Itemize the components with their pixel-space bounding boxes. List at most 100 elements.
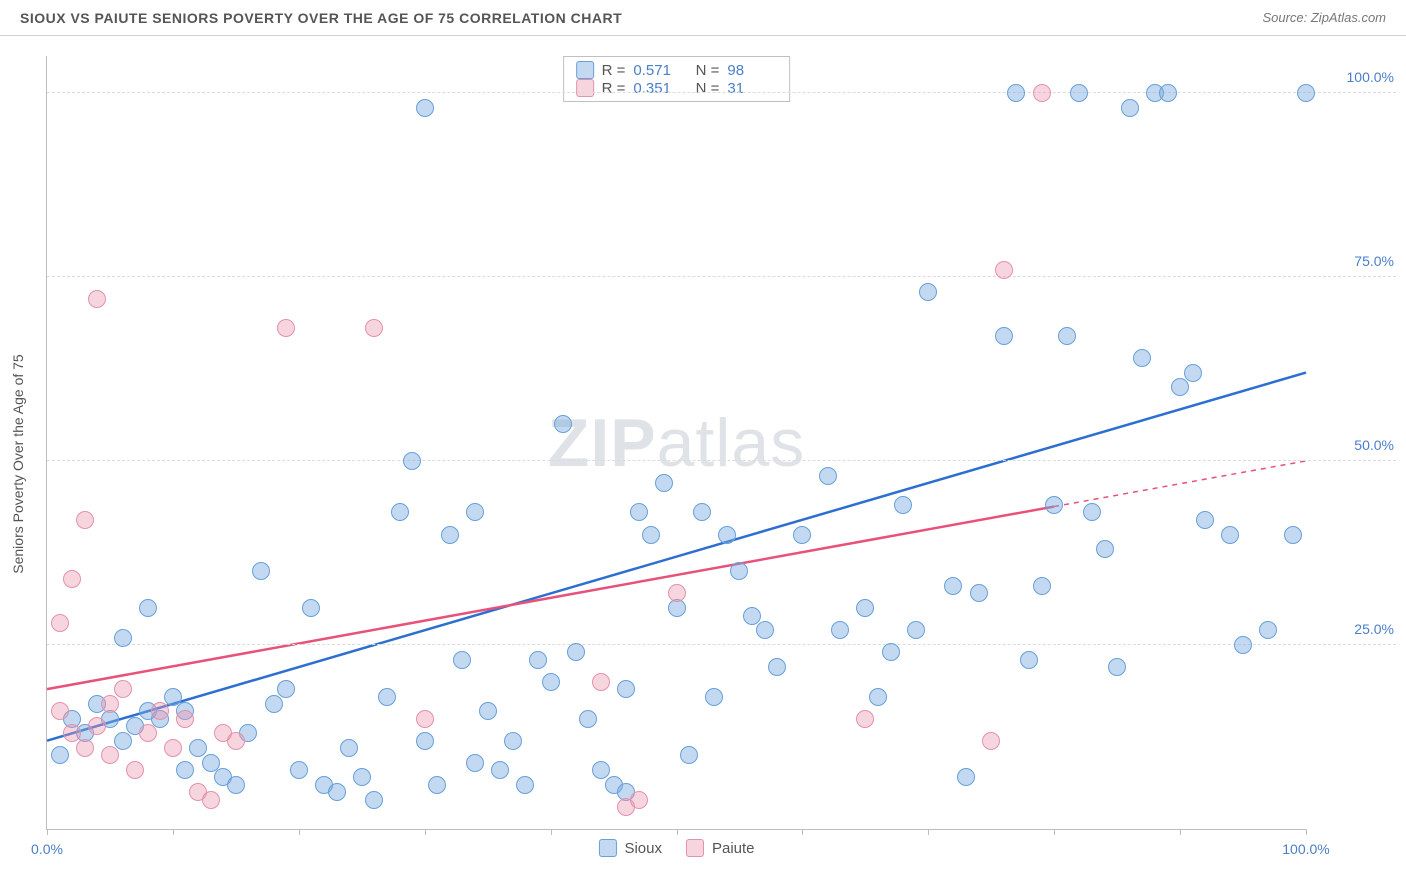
x-tick (47, 829, 48, 835)
legend-label: Paiute (712, 840, 755, 857)
data-point-sioux (592, 761, 610, 779)
data-point-paiute (101, 746, 119, 764)
data-point-sioux (1196, 511, 1214, 529)
data-point-sioux (743, 607, 761, 625)
data-point-paiute (982, 732, 1000, 750)
data-point-sioux (1045, 496, 1063, 514)
data-point-sioux (907, 621, 925, 639)
r-value: 0.571 (633, 62, 683, 79)
swatch-sioux (576, 61, 594, 79)
data-point-sioux (1159, 84, 1177, 102)
data-point-sioux (277, 680, 295, 698)
data-point-sioux (1133, 349, 1151, 367)
legend-swatch-paiute (686, 839, 704, 857)
data-point-sioux (542, 673, 560, 691)
data-point-sioux (642, 526, 660, 544)
x-tick-label: 0.0% (31, 841, 63, 857)
data-point-sioux (630, 503, 648, 521)
data-point-sioux (479, 702, 497, 720)
data-point-sioux (139, 599, 157, 617)
data-point-sioux (1096, 540, 1114, 558)
regression-line-sioux (47, 373, 1306, 741)
data-point-sioux (1070, 84, 1088, 102)
data-point-sioux (504, 732, 522, 750)
data-point-sioux (768, 658, 786, 676)
data-point-sioux (114, 732, 132, 750)
r-label: R = (602, 62, 626, 79)
data-point-paiute (416, 710, 434, 728)
source-label: Source: ZipAtlas.com (1262, 10, 1386, 25)
data-point-paiute (176, 710, 194, 728)
y-tick-label: 50.0% (1354, 437, 1394, 453)
data-point-sioux (617, 680, 635, 698)
legend: Sioux Paiute (598, 839, 754, 857)
data-point-sioux (51, 746, 69, 764)
data-point-sioux (529, 651, 547, 669)
data-point-sioux (290, 761, 308, 779)
data-point-paiute (995, 261, 1013, 279)
data-point-sioux (1184, 364, 1202, 382)
data-point-paiute (76, 511, 94, 529)
data-point-sioux (416, 732, 434, 750)
y-tick-label: 25.0% (1354, 621, 1394, 637)
data-point-sioux (1083, 503, 1101, 521)
data-point-sioux (302, 599, 320, 617)
x-tick (173, 829, 174, 835)
data-point-paiute (164, 739, 182, 757)
regression-stat-sioux: R = 0.571 N = 98 (576, 61, 778, 79)
r-value: 0.351 (633, 80, 683, 97)
data-point-sioux (705, 688, 723, 706)
swatch-paiute (576, 79, 594, 97)
data-point-paiute (63, 724, 81, 742)
data-point-sioux (856, 599, 874, 617)
data-point-sioux (1259, 621, 1277, 639)
legend-item-paiute: Paiute (686, 839, 755, 857)
x-tick (425, 829, 426, 835)
data-point-sioux (265, 695, 283, 713)
data-point-paiute (51, 614, 69, 632)
data-point-sioux (1234, 636, 1252, 654)
x-tick (551, 829, 552, 835)
data-point-paiute (51, 702, 69, 720)
gridline (47, 644, 1396, 645)
data-point-sioux (403, 452, 421, 470)
data-point-sioux (554, 415, 572, 433)
data-point-sioux (730, 562, 748, 580)
n-value: 31 (727, 80, 777, 97)
data-point-sioux (189, 739, 207, 757)
data-point-sioux (353, 768, 371, 786)
r-label: R = (602, 80, 626, 97)
legend-swatch-sioux (598, 839, 616, 857)
x-tick (299, 829, 300, 835)
data-point-sioux (793, 526, 811, 544)
data-point-sioux (491, 761, 509, 779)
x-tick (928, 829, 929, 835)
data-point-sioux (655, 474, 673, 492)
data-point-paiute (151, 702, 169, 720)
data-point-sioux (1171, 378, 1189, 396)
data-point-sioux (1108, 658, 1126, 676)
data-point-sioux (340, 739, 358, 757)
data-point-sioux (516, 776, 534, 794)
x-tick (677, 829, 678, 835)
x-tick (1054, 829, 1055, 835)
regression-line-dashed-paiute (1054, 461, 1306, 507)
data-point-sioux (567, 643, 585, 661)
data-point-paiute (126, 761, 144, 779)
y-tick-label: 75.0% (1354, 253, 1394, 269)
data-point-sioux (441, 526, 459, 544)
data-point-sioux (882, 643, 900, 661)
data-point-paiute (668, 584, 686, 602)
chart-container: Seniors Poverty Over the Age of 75 ZIPat… (0, 36, 1406, 892)
data-point-sioux (718, 526, 736, 544)
data-point-sioux (164, 688, 182, 706)
data-point-sioux (995, 327, 1013, 345)
legend-item-sioux: Sioux (598, 839, 662, 857)
data-point-paiute (365, 319, 383, 337)
data-point-sioux (391, 503, 409, 521)
data-point-paiute (277, 319, 295, 337)
data-point-sioux (970, 584, 988, 602)
data-point-sioux (466, 754, 484, 772)
data-point-paiute (139, 724, 157, 742)
data-point-sioux (1297, 84, 1315, 102)
